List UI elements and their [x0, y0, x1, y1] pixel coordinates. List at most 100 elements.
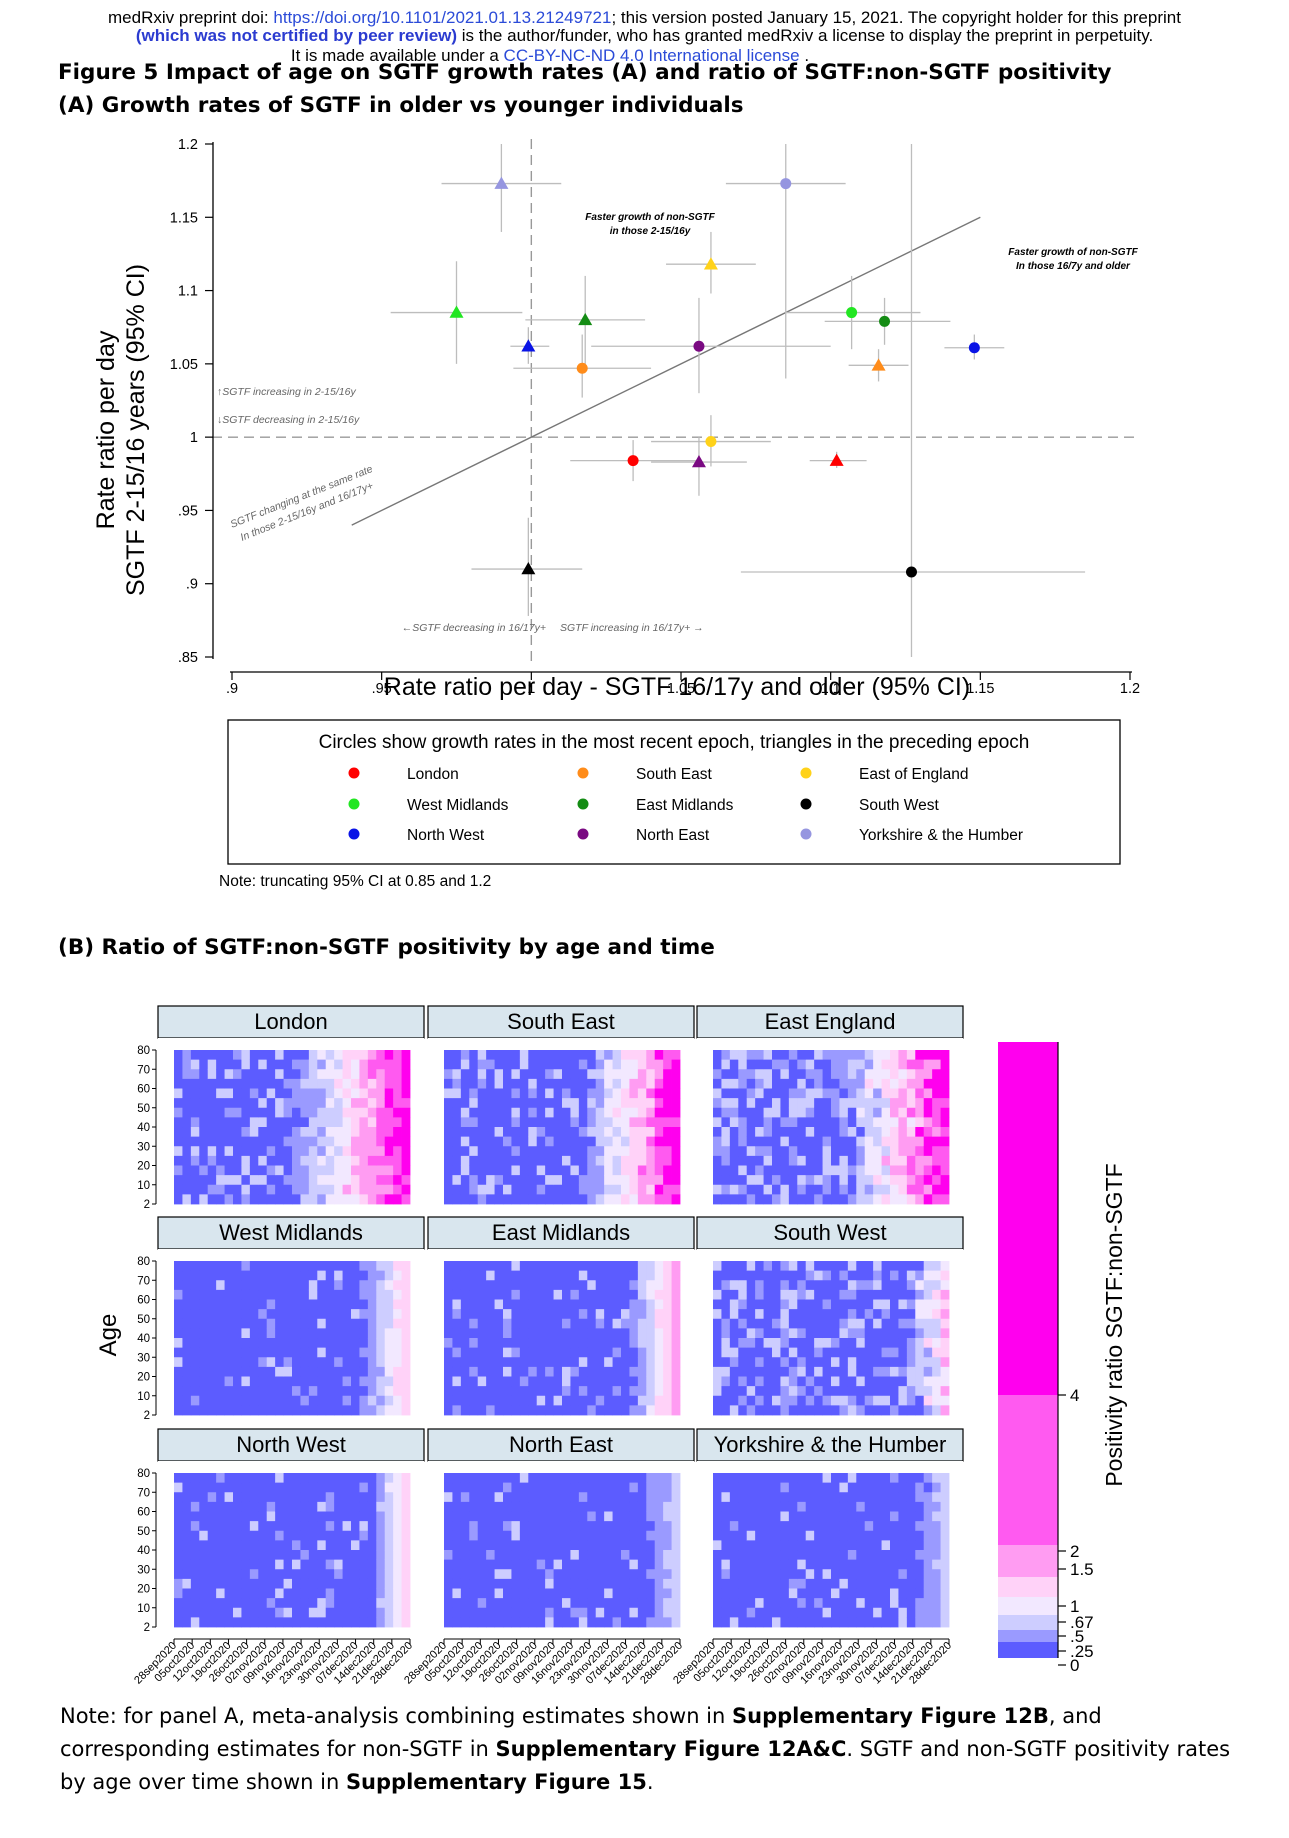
heatmap-cell — [199, 1588, 209, 1599]
heatmap-cell — [359, 1299, 369, 1310]
heatmap-cell — [317, 1165, 327, 1176]
heatmap-cell — [275, 1521, 284, 1532]
heatmap-cell — [729, 1521, 739, 1532]
heatmap-cell — [788, 1578, 798, 1589]
heatmap-cell — [595, 1155, 605, 1166]
heatmap-cell — [444, 1550, 453, 1561]
heatmap-cell — [847, 1473, 857, 1484]
heatmap-cell — [519, 1117, 529, 1128]
heatmap-cell — [401, 1136, 411, 1147]
heatmap-cell — [856, 1078, 866, 1089]
heatmap-cell — [940, 1511, 950, 1522]
heatmap-cell — [671, 1540, 681, 1551]
heatmap-cell — [814, 1165, 823, 1176]
heatmap-cell — [881, 1280, 891, 1291]
heatmap-cell — [519, 1588, 529, 1599]
heatmap-cell — [746, 1357, 756, 1368]
heatmap-cell — [663, 1155, 672, 1166]
heatmap-cell — [595, 1184, 605, 1195]
heatmap-cell — [503, 1578, 512, 1589]
heatmap-cell — [621, 1078, 630, 1089]
heatmap-cell — [637, 1598, 647, 1609]
heatmap-cell — [266, 1299, 276, 1310]
heatmap-cell — [646, 1482, 656, 1493]
heatmap-cell — [249, 1289, 259, 1300]
heatmap-cell — [199, 1550, 209, 1561]
heatmap-cell — [780, 1289, 790, 1300]
heatmap-cell — [528, 1280, 538, 1291]
heatmap-cell — [671, 1175, 681, 1186]
heatmap-cell — [788, 1482, 798, 1493]
heatmap-cell — [612, 1194, 622, 1205]
heatmap-cell — [746, 1521, 756, 1532]
heatmap-cell — [486, 1501, 495, 1512]
heatmap-cell — [351, 1127, 360, 1138]
heatmap-cell — [780, 1376, 790, 1387]
heatmap-cell — [814, 1492, 823, 1503]
heatmap-cell — [873, 1155, 882, 1166]
heatmap-cell — [932, 1280, 941, 1291]
heatmap-cell — [477, 1050, 487, 1061]
heatmap-cell — [283, 1184, 293, 1195]
heatmap-cell — [401, 1299, 411, 1310]
heatmap-cell — [199, 1069, 209, 1080]
annotation-increasing-old: SGTF increasing in 16/17y+ → — [560, 622, 704, 634]
heatmap-cell — [325, 1492, 335, 1503]
heatmap-cell — [780, 1395, 790, 1406]
heatmap-cell — [847, 1492, 857, 1503]
heatmap-cell — [334, 1059, 343, 1070]
heatmap-cell — [207, 1395, 217, 1406]
heatmap-cell — [612, 1338, 622, 1349]
heatmap-cell — [646, 1088, 656, 1099]
heatmap-cell — [721, 1136, 731, 1147]
heatmap-cell — [174, 1299, 183, 1310]
heatmap-cell — [780, 1405, 790, 1416]
license-link[interactable]: CC-BY-NC-ND 4.0 International license — [503, 46, 800, 65]
heatmap-cell — [519, 1050, 529, 1061]
heatmap-cell — [308, 1155, 318, 1166]
heatmap-cell — [553, 1050, 563, 1061]
heatmap-cell — [308, 1059, 318, 1070]
heatmap-cell — [906, 1347, 916, 1358]
heatmap-cell — [249, 1175, 259, 1186]
heatmap-cell — [587, 1588, 597, 1599]
heatmap-cell — [494, 1338, 504, 1349]
heatmap-cell — [275, 1395, 284, 1406]
heatmap-cell — [317, 1107, 327, 1118]
heatmap-cell — [646, 1146, 656, 1157]
heatmap-cell — [241, 1175, 251, 1186]
heatmap-cell — [258, 1289, 268, 1300]
heatmap-cell — [469, 1107, 479, 1118]
heatmap-cell — [275, 1098, 284, 1109]
heatmap-cell — [342, 1357, 352, 1368]
heatmap-cell — [890, 1492, 899, 1503]
heatmap-cell — [612, 1607, 622, 1618]
heatmap-cell — [553, 1588, 563, 1599]
south-west-preceding-point — [521, 562, 536, 575]
heatmap-cell — [182, 1194, 192, 1205]
heatmap-cell — [207, 1117, 217, 1128]
heatmap-cell — [729, 1069, 739, 1080]
heatmap-cell — [562, 1289, 571, 1300]
heatmap-cell — [275, 1078, 284, 1089]
heatmap-cell — [545, 1299, 554, 1310]
heatmap-cell — [940, 1366, 950, 1377]
doi-link[interactable]: https://doi.org/10.1101/2021.01.13.21249… — [273, 8, 612, 27]
heatmap-cell — [376, 1511, 386, 1522]
heatmap-cell — [494, 1347, 504, 1358]
colorbar-band — [998, 1395, 1058, 1545]
heatmap-cell — [755, 1607, 764, 1618]
heatmap-cell — [831, 1261, 840, 1272]
heatmap-cell — [763, 1309, 773, 1320]
heatmap-cell — [224, 1376, 234, 1387]
heatmap-cell — [545, 1530, 554, 1541]
heatmap-cell — [207, 1309, 217, 1320]
heatmap-cell — [646, 1280, 656, 1291]
heatmap-cell — [444, 1607, 453, 1618]
heatmap-cell — [351, 1107, 360, 1118]
heatmap-cell — [308, 1088, 318, 1099]
heatmap-cell — [325, 1559, 335, 1570]
heatmap-cell — [646, 1366, 656, 1377]
heatmap-cell — [822, 1136, 832, 1147]
heatmap-cell — [831, 1280, 840, 1291]
